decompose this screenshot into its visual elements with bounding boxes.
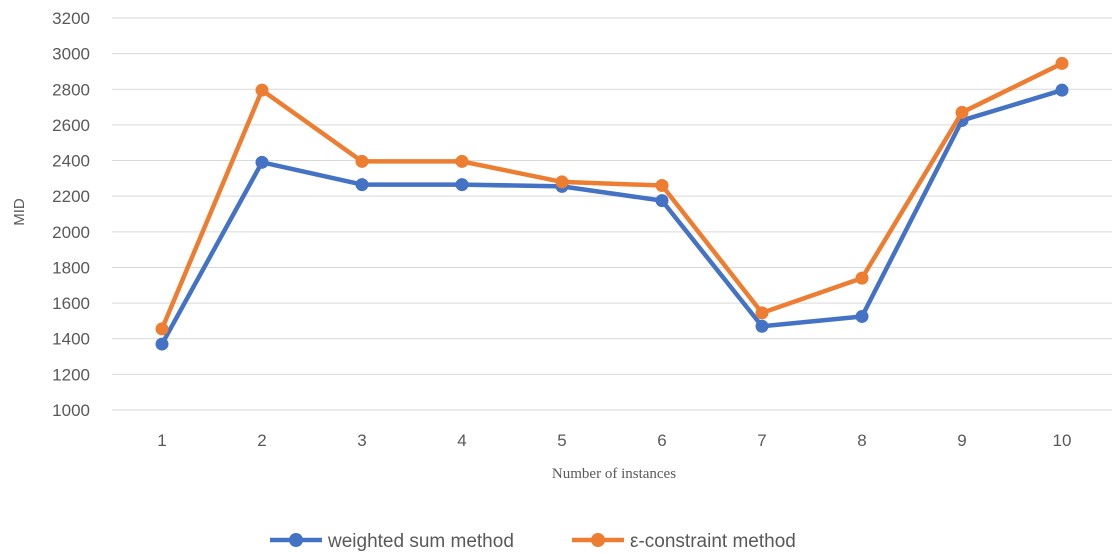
y-tick-label: 1000 (52, 401, 90, 420)
legend-marker (289, 533, 303, 547)
data-point (455, 154, 469, 168)
y-tick-label: 1800 (52, 258, 90, 277)
x-tick-label: 4 (457, 431, 466, 450)
data-point (255, 83, 269, 97)
series-line (159, 61, 1063, 330)
data-point (955, 105, 969, 119)
y-tick-label: 3000 (52, 45, 90, 64)
x-tick-label: 9 (957, 431, 966, 450)
x-tick-label: 2 (257, 431, 266, 450)
data-point (355, 154, 369, 168)
data-point (655, 178, 669, 192)
gridlines (112, 17, 1112, 411)
data-point (555, 175, 569, 189)
data-point (855, 271, 869, 285)
data-point (855, 309, 869, 323)
data-point (155, 322, 169, 336)
data-point (355, 178, 369, 192)
series-lines (155, 56, 1069, 351)
data-point (755, 319, 769, 333)
data-point (155, 337, 169, 351)
data-point (455, 178, 469, 192)
x-tick-label: 8 (857, 431, 866, 450)
x-tick-label: 1 (157, 431, 166, 450)
y-tick-label: 1400 (52, 330, 90, 349)
series-1 (155, 83, 1069, 351)
x-tick-label: 6 (657, 431, 666, 450)
y-tick-label: 2600 (52, 116, 90, 135)
legend-marker (591, 533, 605, 547)
x-tick-label: 5 (557, 431, 566, 450)
series-2 (155, 56, 1069, 336)
legend-label: weighted sum method (327, 531, 514, 552)
legend-item: ε-constraint method (572, 531, 796, 552)
data-point (1055, 56, 1069, 70)
legend-item: weighted sum method (270, 531, 514, 552)
x-tick-label: 10 (1053, 431, 1072, 450)
data-point (255, 155, 269, 169)
y-axis-title: MID (11, 198, 28, 226)
series-line (160, 88, 1063, 346)
x-tick-label: 7 (757, 431, 766, 450)
y-tick-label: 2400 (52, 152, 90, 171)
x-axis-title: Number of instances (552, 466, 676, 482)
data-point (1055, 83, 1069, 97)
legend-label: ε-constraint method (630, 531, 796, 552)
y-tick-label: 2200 (52, 187, 90, 206)
y-axis-ticks: 1000 1200 1400 1600 1800 2000 2200 2400 2600 2800… (52, 9, 90, 420)
y-tick-label: 2800 (52, 80, 90, 99)
y-tick-label: 1200 (52, 365, 90, 384)
legend: weighted sum method ε-constraint method (270, 531, 796, 552)
data-point (655, 194, 669, 208)
data-point (755, 306, 769, 320)
x-axis-ticks: 1 2 3 4 5 6 7 8 9 10 (157, 431, 1071, 450)
y-tick-label: 3200 (52, 9, 90, 28)
y-tick-label: 2000 (52, 223, 90, 242)
y-tick-label: 1600 (52, 294, 90, 313)
x-tick-label: 3 (357, 431, 366, 450)
